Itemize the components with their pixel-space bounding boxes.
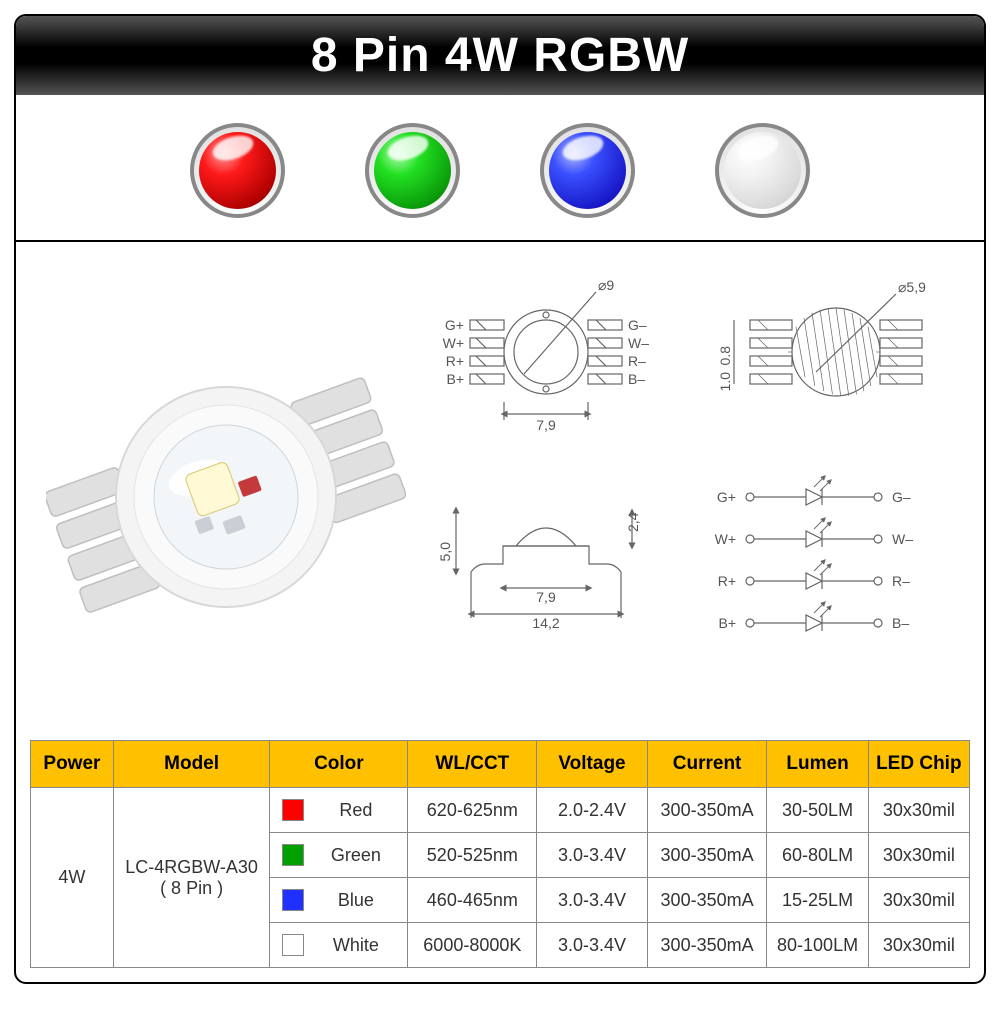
svg-text:W–: W– bbox=[628, 335, 649, 351]
svg-text:7,9: 7,9 bbox=[536, 417, 556, 433]
col-header: WL/CCT bbox=[408, 741, 537, 788]
orb-red bbox=[190, 123, 285, 218]
orb-green bbox=[365, 123, 460, 218]
col-header: LED Chip bbox=[868, 741, 969, 788]
svg-text:W+: W+ bbox=[443, 335, 464, 351]
spec-cell: 3.0-3.4V bbox=[537, 833, 647, 878]
col-header: Current bbox=[647, 741, 767, 788]
svg-text:B+: B+ bbox=[446, 371, 464, 387]
spec-cell: 30x30mil bbox=[868, 788, 969, 833]
svg-text:B–: B– bbox=[892, 615, 909, 631]
table-row: 4WLC-4RGBW-A30( 8 Pin )Red620-625nm2.0-2… bbox=[31, 788, 970, 833]
spec-cell: 80-100LM bbox=[767, 923, 868, 968]
table-header-row: PowerModelColorWL/CCTVoltageCurrentLumen… bbox=[31, 741, 970, 788]
color-cell: Green bbox=[270, 833, 408, 878]
col-header: Model bbox=[113, 741, 269, 788]
spec-cell: 620-625nm bbox=[408, 788, 537, 833]
title-bar: 8 Pin 4W RGBW bbox=[16, 16, 984, 95]
spec-cell: 2.0-2.4V bbox=[537, 788, 647, 833]
spec-cell: 300-350mA bbox=[647, 788, 767, 833]
color-cell: Blue bbox=[270, 878, 408, 923]
model-cell: LC-4RGBW-A30( 8 Pin ) bbox=[113, 788, 269, 968]
spec-cell: 30x30mil bbox=[868, 833, 969, 878]
svg-text:B–: B– bbox=[628, 371, 645, 387]
svg-text:⌀5,9: ⌀5,9 bbox=[898, 279, 926, 295]
svg-text:R+: R+ bbox=[718, 573, 736, 589]
svg-text:G–: G– bbox=[628, 317, 647, 333]
svg-text:G–: G– bbox=[892, 489, 911, 505]
svg-text:14,2: 14,2 bbox=[532, 615, 559, 631]
color-orbs-row bbox=[16, 95, 984, 240]
spec-cell: 15-25LM bbox=[767, 878, 868, 923]
svg-text:1.0: 1.0 bbox=[717, 372, 733, 392]
color-cell: Red bbox=[270, 788, 408, 833]
spec-cell: 3.0-3.4V bbox=[537, 878, 647, 923]
spec-cell: 30x30mil bbox=[868, 878, 969, 923]
svg-text:G+: G+ bbox=[717, 489, 736, 505]
svg-text:7,9: 7,9 bbox=[536, 589, 556, 605]
orb-white bbox=[715, 123, 810, 218]
svg-text:⌀9: ⌀9 bbox=[598, 277, 614, 293]
svg-text:0.8: 0.8 bbox=[717, 346, 733, 366]
spec-cell: 30-50LM bbox=[767, 788, 868, 833]
spec-cell: 60-80LM bbox=[767, 833, 868, 878]
svg-text:G+: G+ bbox=[445, 317, 464, 333]
orb-blue bbox=[540, 123, 635, 218]
led-package-icon bbox=[46, 312, 406, 672]
color-cell: White bbox=[270, 923, 408, 968]
power-cell: 4W bbox=[31, 788, 114, 968]
diagram-area: G+ G– W+ W– R+ R– B+ B– ⌀9 7,9 ⌀5,9 1.0 0.8 5,0 2,4 7,9… bbox=[16, 242, 984, 722]
col-header: Power bbox=[31, 741, 114, 788]
col-header: Color bbox=[270, 741, 408, 788]
svg-text:W–: W– bbox=[892, 531, 913, 547]
svg-text:W+: W+ bbox=[715, 531, 736, 547]
spec-cell: 6000-8000K bbox=[408, 923, 537, 968]
svg-text:5,0: 5,0 bbox=[437, 542, 453, 562]
svg-text:2,4: 2,4 bbox=[625, 512, 641, 532]
svg-text:B+: B+ bbox=[718, 615, 736, 631]
technical-drawings: G+ G– W+ W– R+ R– B+ B– ⌀9 7,9 ⌀5,9 1.0 0.8 5,0 2,4 7,9… bbox=[416, 262, 976, 722]
spec-cell: 300-350mA bbox=[647, 833, 767, 878]
svg-text:R+: R+ bbox=[446, 353, 464, 369]
title-text: 8 Pin 4W RGBW bbox=[311, 29, 689, 82]
product-photo bbox=[36, 262, 416, 722]
spec-cell: 460-465nm bbox=[408, 878, 537, 923]
spec-table: PowerModelColorWL/CCTVoltageCurrentLumen… bbox=[30, 740, 970, 968]
svg-text:R–: R– bbox=[628, 353, 646, 369]
col-header: Lumen bbox=[767, 741, 868, 788]
table-body: 4WLC-4RGBW-A30( 8 Pin )Red620-625nm2.0-2… bbox=[31, 788, 970, 968]
spec-cell: 300-350mA bbox=[647, 923, 767, 968]
spec-cell: 30x30mil bbox=[868, 923, 969, 968]
datasheet-card: 8 Pin 4W RGBW bbox=[14, 14, 986, 984]
spec-cell: 520-525nm bbox=[408, 833, 537, 878]
svg-text:R–: R– bbox=[892, 573, 910, 589]
spec-cell: 300-350mA bbox=[647, 878, 767, 923]
spec-cell: 3.0-3.4V bbox=[537, 923, 647, 968]
col-header: Voltage bbox=[537, 741, 647, 788]
